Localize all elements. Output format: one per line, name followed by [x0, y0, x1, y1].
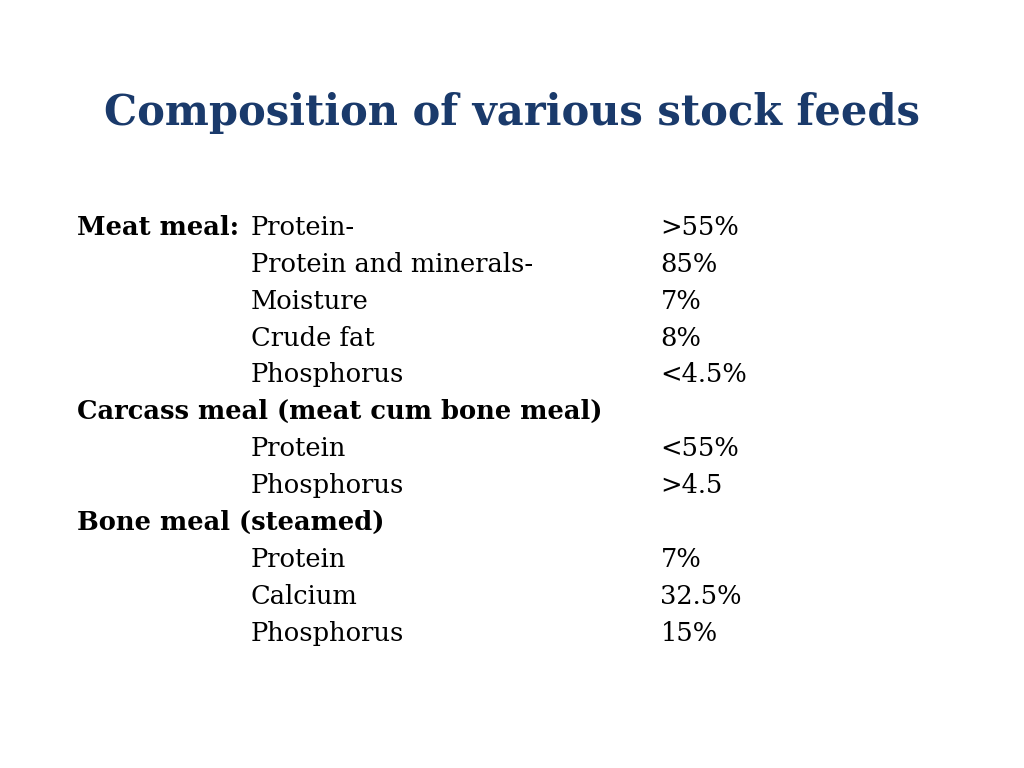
- Text: 7%: 7%: [660, 547, 701, 572]
- Text: Composition of various stock feeds: Composition of various stock feeds: [104, 92, 920, 134]
- Text: Moisture: Moisture: [251, 289, 369, 314]
- Text: 32.5%: 32.5%: [660, 584, 742, 609]
- Text: Bone meal (steamed): Bone meal (steamed): [77, 510, 384, 535]
- Text: <55%: <55%: [660, 436, 739, 462]
- Text: Phosphorus: Phosphorus: [251, 362, 404, 388]
- Text: 15%: 15%: [660, 621, 718, 646]
- Text: 7%: 7%: [660, 289, 701, 314]
- Text: Crude fat: Crude fat: [251, 326, 375, 351]
- Text: Carcass meal (meat cum bone meal): Carcass meal (meat cum bone meal): [77, 399, 602, 425]
- Text: Phosphorus: Phosphorus: [251, 473, 404, 498]
- Text: Phosphorus: Phosphorus: [251, 621, 404, 646]
- Text: Protein-: Protein-: [251, 215, 355, 240]
- Text: Protein: Protein: [251, 436, 346, 462]
- Text: Calcium: Calcium: [251, 584, 357, 609]
- Text: >55%: >55%: [660, 215, 739, 240]
- Text: 85%: 85%: [660, 252, 718, 277]
- Text: Protein and minerals-: Protein and minerals-: [251, 252, 534, 277]
- Text: Meat meal:: Meat meal:: [77, 215, 239, 240]
- Text: <4.5%: <4.5%: [660, 362, 748, 388]
- Text: >4.5: >4.5: [660, 473, 723, 498]
- Text: Protein: Protein: [251, 547, 346, 572]
- Text: 8%: 8%: [660, 326, 701, 351]
